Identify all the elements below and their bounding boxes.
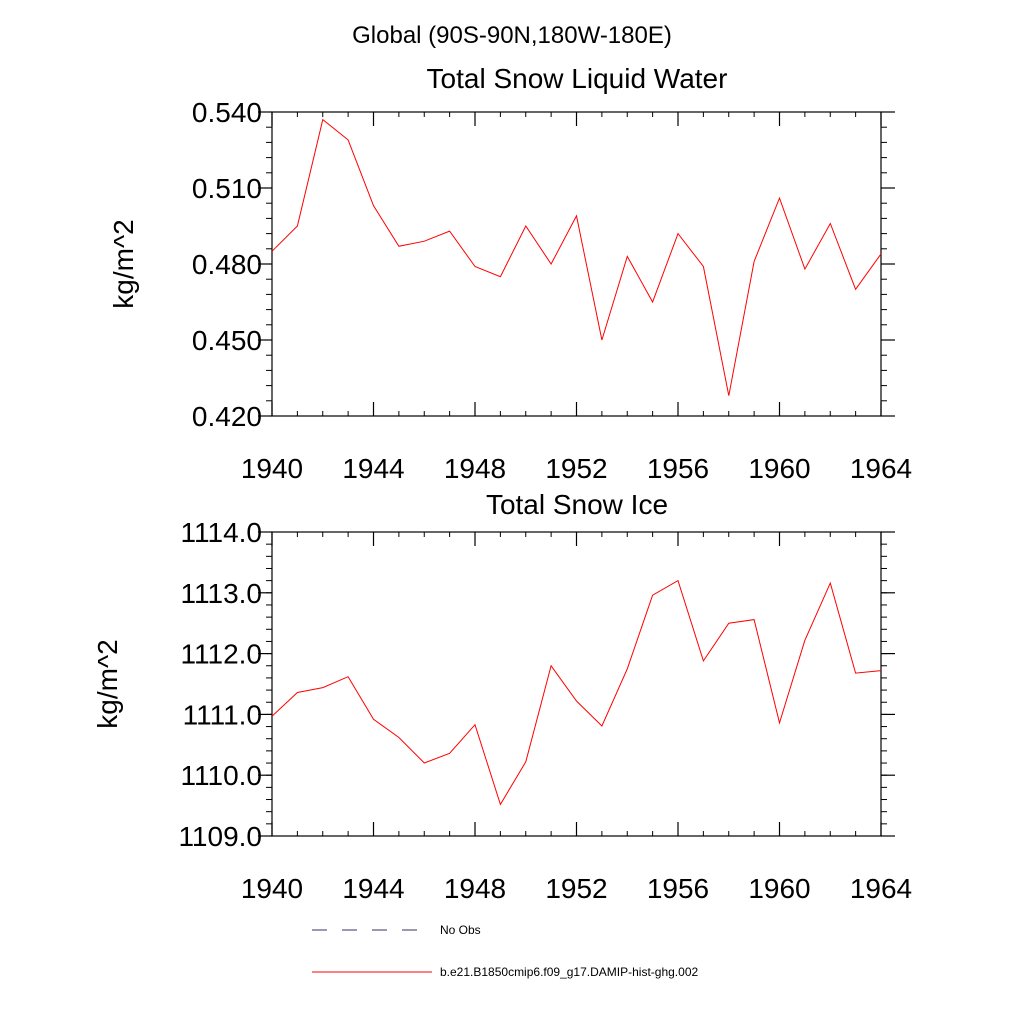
panel-1-frame	[271, 111, 882, 417]
x-tick-label: 1940	[241, 453, 303, 484]
panel-2-axes: 1940 1944 1948 1952 1956 1960 1964 1109.0 1110.0…	[178, 517, 912, 904]
legend: No Obs b.e21.B1850cmip6.f09_g17.DAMIP-hi…	[312, 923, 698, 979]
x-tick-label: 1964	[850, 873, 912, 904]
panel-2-ylabel: kg/m^2	[92, 639, 123, 728]
panel-1-axes: 1940 1944 1948 1952 1956 1960 1964 0.420 0.450 0.…	[192, 97, 912, 484]
series-line	[271, 118, 882, 396]
x-tick-label: 1960	[748, 873, 810, 904]
panel-1-title: Total Snow Liquid Water	[427, 63, 728, 94]
y-tick-label: 0.450	[192, 325, 262, 356]
y-tick-label: 1112.0	[181, 639, 262, 670]
x-tick-label: 1940	[241, 873, 303, 904]
panel-snow-ice: Total Snow Ice kg/m^2 1940 1944 1948 1952 19…	[92, 489, 912, 904]
x-tick-label: 1944	[342, 453, 404, 484]
panel-2-frame	[271, 531, 882, 837]
y-tick-label: 0.510	[192, 173, 262, 204]
series-line	[271, 579, 882, 806]
y-tick-label: 1113.0	[181, 578, 262, 609]
y-tick-label: 1111.0	[183, 699, 262, 730]
panel-1-ylabel: kg/m^2	[108, 219, 139, 308]
x-tick-label: 1948	[444, 453, 506, 484]
legend-model-label: b.e21.B1850cmip6.f09_g17.DAMIP-hist-ghg.…	[440, 965, 698, 979]
x-tick-label: 1952	[545, 453, 607, 484]
x-tick-label: 1964	[850, 453, 912, 484]
x-tick-label: 1960	[748, 453, 810, 484]
y-tick-label: 1114.0	[181, 517, 262, 548]
panel-snow-liquid-water: Total Snow Liquid Water kg/m^2 1940 1944 1…	[108, 63, 912, 484]
y-tick-label: 0.480	[192, 249, 262, 280]
y-tick-label: 1110.0	[181, 760, 262, 791]
x-tick-label: 1956	[647, 873, 709, 904]
figure-suptitle: Global (90S-90N,180W-180E)	[352, 22, 672, 49]
x-tick-label: 1956	[647, 453, 709, 484]
x-tick-label: 1944	[342, 873, 404, 904]
x-tick-label: 1948	[444, 873, 506, 904]
y-tick-label: 1109.0	[178, 821, 262, 852]
legend-no-obs-label: No Obs	[440, 923, 481, 937]
panel-2-title: Total Snow Ice	[486, 489, 668, 520]
y-tick-label: 0.540	[192, 97, 262, 128]
x-tick-label: 1952	[545, 873, 607, 904]
y-tick-label: 0.420	[192, 401, 262, 432]
